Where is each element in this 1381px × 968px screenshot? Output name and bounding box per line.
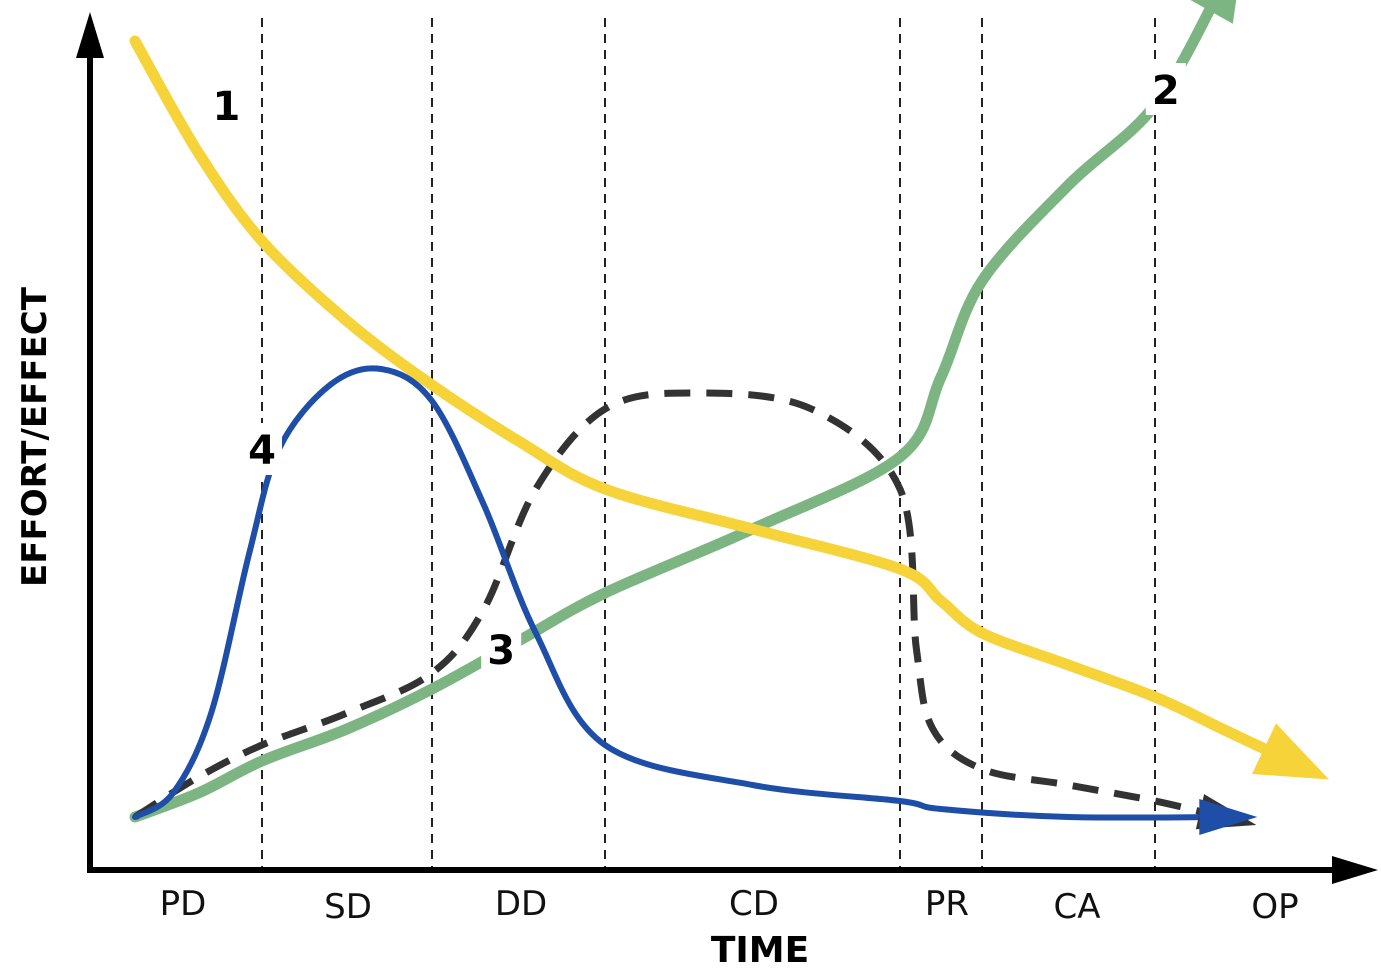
x-axis-title: TIME bbox=[711, 930, 809, 968]
phase-label-pd: PD bbox=[160, 884, 207, 924]
x-axis-arrowhead bbox=[1332, 856, 1378, 884]
series-2-arrowhead bbox=[1190, 0, 1237, 24]
series-3-line bbox=[133, 389, 1224, 821]
phase-label-sd: SD bbox=[324, 887, 372, 927]
series-3-label: 3 bbox=[487, 628, 515, 674]
series-4-label-knockout bbox=[242, 423, 282, 475]
series-4-line bbox=[132, 365, 1226, 821]
series-3-label-knockout bbox=[481, 623, 522, 675]
y-axis-title: EFFORT/EFFECT bbox=[15, 286, 55, 587]
arrowheads bbox=[1190, 0, 1329, 835]
series-4-arrowhead bbox=[1199, 799, 1258, 835]
series-2-label-knockout bbox=[1145, 63, 1186, 115]
series-1-label-knockout bbox=[206, 79, 247, 131]
phase-label-cd: CD bbox=[729, 884, 779, 924]
phase-label-ca: CA bbox=[1054, 887, 1101, 927]
series-2-label: 2 bbox=[1152, 68, 1180, 114]
y-axis-arrowhead bbox=[76, 12, 104, 58]
phase-label-op: OP bbox=[1251, 887, 1298, 927]
phase-labels: PD SD DD CD PR CA OP bbox=[160, 884, 1299, 927]
series-1-arrowhead bbox=[1252, 723, 1329, 780]
curves bbox=[129, 0, 1296, 823]
curve-labels: 2 3 1 4 bbox=[206, 63, 1186, 675]
series-4-label: 4 bbox=[248, 428, 276, 474]
axes bbox=[76, 12, 1378, 884]
series-1-line bbox=[129, 35, 1296, 767]
phase-label-dd: DD bbox=[495, 884, 547, 924]
phase-dividers bbox=[261, 18, 1156, 870]
series-1-label: 1 bbox=[213, 84, 241, 130]
phase-label-pr: PR bbox=[925, 884, 969, 924]
series-2-line bbox=[129, 0, 1221, 823]
